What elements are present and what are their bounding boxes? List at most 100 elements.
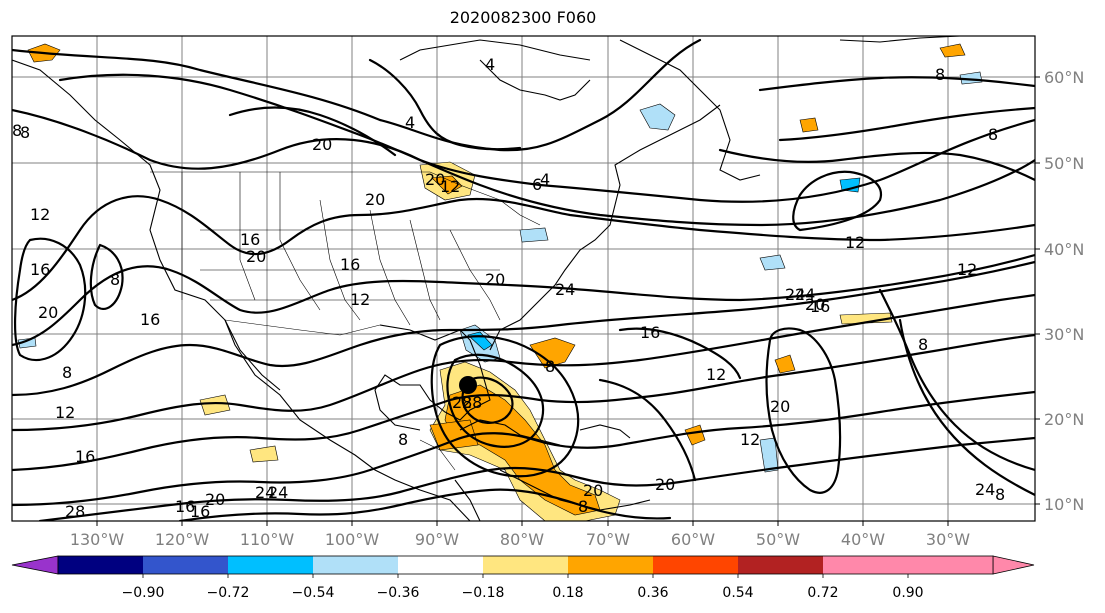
colorbar: −0.90 −0.72 −0.54 −0.36 −0.18 0.18 0.36 … bbox=[11, 555, 1035, 601]
colorbar-segment bbox=[568, 556, 653, 574]
colorbar-segment bbox=[653, 556, 738, 574]
map-frame bbox=[11, 35, 1036, 522]
contour-label: 12 bbox=[845, 233, 865, 252]
contour-label: 6 bbox=[532, 175, 542, 194]
colorbar-segment bbox=[228, 556, 313, 574]
contour-label: 24 bbox=[785, 285, 805, 304]
contour-label: 24 bbox=[255, 483, 275, 502]
lon-label: 120°W bbox=[155, 530, 210, 549]
contour-label: 8 bbox=[20, 123, 30, 142]
lon-label: 80°W bbox=[500, 530, 544, 549]
contour-label: 8 bbox=[110, 270, 120, 289]
contour-label: 20 bbox=[770, 397, 790, 416]
colorbar-tick-label: 0.90 bbox=[892, 585, 923, 601]
lon-label: 40°W bbox=[841, 530, 885, 549]
colorbar-tick-label: 0.72 bbox=[807, 585, 838, 601]
contour-label: 16 bbox=[30, 260, 50, 279]
contour-label: 28 bbox=[452, 393, 472, 412]
lon-label: 30°W bbox=[926, 530, 970, 549]
contour-label: 4 bbox=[540, 170, 550, 189]
contour-label: 8 bbox=[398, 430, 408, 449]
colorbar-min-extend bbox=[11, 555, 59, 575]
contour-label: 20 bbox=[425, 170, 445, 189]
contour-label: 12 bbox=[957, 260, 977, 279]
political-borders bbox=[150, 171, 541, 471]
colorbar-segment bbox=[143, 556, 228, 574]
lon-label: 130°W bbox=[70, 530, 125, 549]
contour-label: 16 bbox=[140, 310, 160, 329]
contour-label: 20 bbox=[583, 481, 603, 500]
contour-label: 20 bbox=[655, 475, 675, 494]
contour-label: 12 bbox=[350, 290, 370, 309]
contour-label: 8 bbox=[12, 121, 22, 140]
contour-label: 16 bbox=[810, 297, 830, 316]
contour-label: 12 bbox=[440, 177, 460, 196]
colorbar-tick-label: −0.54 bbox=[292, 585, 335, 601]
colorbar-segment bbox=[313, 556, 398, 574]
contour-label: 24 bbox=[795, 285, 815, 304]
longitude-labels: 130°W 120°W 110°W 100°W 90°W 80°W 70°W 6… bbox=[70, 530, 970, 549]
lat-label: 30°N bbox=[1044, 325, 1084, 344]
contour-label: 20 bbox=[312, 135, 332, 154]
contour-label: 8 bbox=[935, 65, 945, 84]
contour-label: 12 bbox=[55, 403, 75, 422]
lat-label: 10°N bbox=[1044, 495, 1084, 514]
contour-label: 28 bbox=[65, 502, 85, 521]
map-title: 2020082300 F060 bbox=[449, 8, 597, 27]
contour-label: 20 bbox=[805, 295, 825, 314]
colorbar-tick-label: −0.18 bbox=[462, 585, 505, 601]
contour-label: 24 bbox=[975, 480, 995, 499]
colorbar-segment bbox=[483, 556, 568, 574]
colorbar-tick-label: 0.54 bbox=[722, 585, 753, 601]
contours bbox=[12, 38, 1035, 521]
lon-label: 50°W bbox=[756, 530, 800, 549]
lat-label: 40°N bbox=[1044, 240, 1084, 259]
contour-label: 16 bbox=[640, 323, 660, 342]
contour-label: 8 bbox=[988, 125, 998, 144]
lon-label: 60°W bbox=[671, 530, 715, 549]
contour-label: 20 bbox=[246, 247, 266, 266]
contour-label: 28 bbox=[462, 393, 482, 412]
colorbar-tick-label: 0.18 bbox=[552, 585, 583, 601]
contour-label: 8 bbox=[995, 485, 1005, 504]
colorbar-tick-label: −0.36 bbox=[377, 585, 420, 601]
lat-label: 20°N bbox=[1044, 410, 1084, 429]
colorbar-segment bbox=[398, 556, 483, 574]
lon-label: 70°W bbox=[586, 530, 630, 549]
colorbar-outline bbox=[57, 555, 994, 575]
contour-label: 20 bbox=[205, 490, 225, 509]
contour-label: 16 bbox=[175, 497, 195, 516]
contour-label: 12 bbox=[30, 205, 50, 224]
contour-label: 8 bbox=[62, 363, 72, 382]
contour-label: 20 bbox=[38, 303, 58, 322]
colorbar-tick-label: 0.36 bbox=[637, 585, 668, 601]
contour-label: 20 bbox=[485, 270, 505, 289]
lon-label: 100°W bbox=[325, 530, 380, 549]
lon-label: 110°W bbox=[240, 530, 295, 549]
contour-label: 8 bbox=[578, 497, 588, 516]
contour-label: 8 bbox=[545, 357, 555, 376]
lon-label: 90°W bbox=[415, 530, 459, 549]
colorbar-segment bbox=[738, 556, 823, 574]
contour-label: 24 bbox=[555, 280, 575, 299]
axis-ticks bbox=[96, 76, 1040, 526]
contour-label: 16 bbox=[340, 255, 360, 274]
lat-label: 50°N bbox=[1044, 154, 1084, 173]
hurricane-center-marker bbox=[459, 376, 477, 394]
contour-label: 16 bbox=[75, 447, 95, 466]
contour-label: 4 bbox=[405, 113, 415, 132]
contour-label: 16 bbox=[240, 230, 260, 249]
contour-label: 16 bbox=[190, 502, 210, 521]
colorbar-tick-label: −0.72 bbox=[207, 585, 250, 601]
colorbar-tick-label: −0.90 bbox=[122, 585, 165, 601]
colorbar-segment bbox=[58, 556, 143, 574]
colorbar-segment bbox=[908, 556, 993, 574]
lat-label: 60°N bbox=[1044, 68, 1084, 87]
contour-label: 4 bbox=[485, 55, 495, 74]
latitude-labels: 60°N 50°N 40°N 30°N 20°N 10°N bbox=[1044, 68, 1084, 514]
contour-label: 20 bbox=[365, 190, 385, 209]
contour-label: 24 bbox=[268, 483, 288, 502]
colorbar-max-extend bbox=[992, 555, 1035, 575]
contour-label: 12 bbox=[740, 430, 760, 449]
